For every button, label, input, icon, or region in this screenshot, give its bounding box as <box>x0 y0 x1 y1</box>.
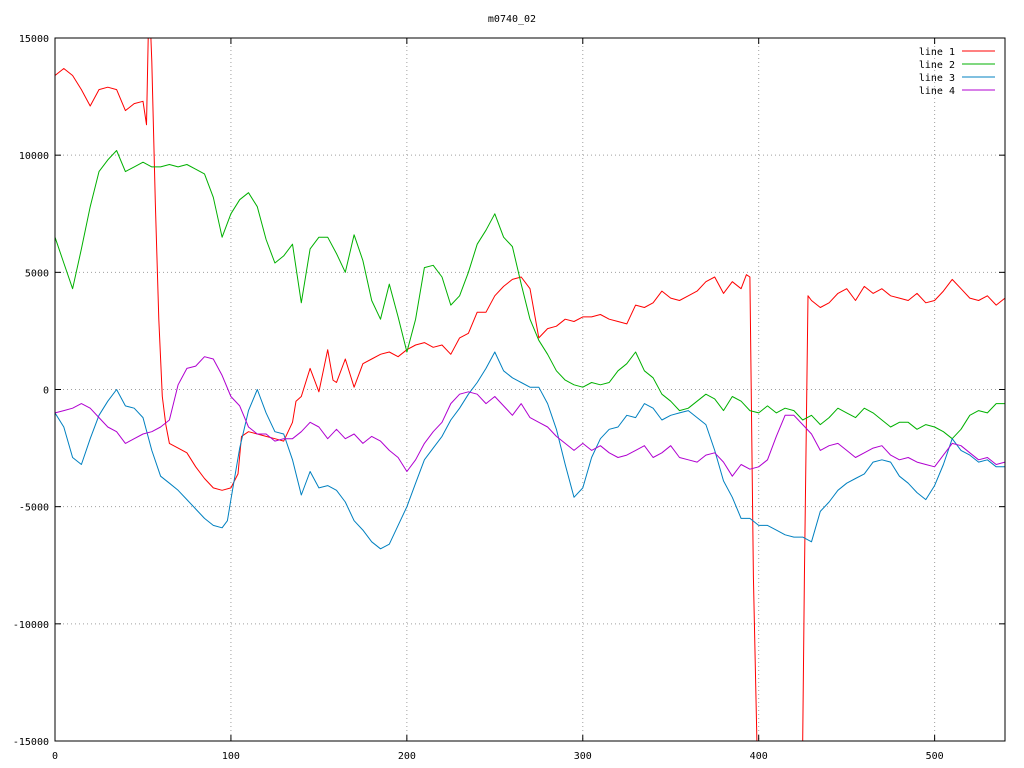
series-group <box>55 38 1005 741</box>
x-tick-label-2: 200 <box>398 751 416 762</box>
series-line-4 <box>55 356 1005 477</box>
y-tick-label-5: 10000 <box>19 151 49 162</box>
y-tick-label-6: 15000 <box>19 34 49 45</box>
series-line-2 <box>55 150 1005 440</box>
chart-title: m0740_02 <box>488 14 536 25</box>
y-tick-label-4: 5000 <box>25 268 49 279</box>
x-tick-label-5: 500 <box>926 751 944 762</box>
legend-label-2: line 2 <box>919 60 955 71</box>
x-tick-label-3: 300 <box>574 751 592 762</box>
legend: line 1 line 2 line 3 line 4 <box>919 47 995 97</box>
legend-label-3: line 3 <box>919 73 955 84</box>
series-line-1 <box>55 38 1005 741</box>
y-tick-label-0: -15000 <box>13 737 49 748</box>
x-tick-label-1: 100 <box>222 751 240 762</box>
legend-label-1: line 1 <box>919 47 955 58</box>
x-tick-label-0: 0 <box>52 751 58 762</box>
legend-label-4: line 4 <box>919 86 955 97</box>
axis-ticks: 0 100 200 300 400 500 -15000 -10000 -5000 0 5000 10… <box>13 34 1005 762</box>
series-line-3 <box>55 351 1005 550</box>
y-tick-label-1: -10000 <box>13 620 49 631</box>
y-tick-label-3: 0 <box>43 386 49 397</box>
x-tick-label-4: 400 <box>750 751 768 762</box>
y-tick-label-2: -5000 <box>19 503 49 514</box>
